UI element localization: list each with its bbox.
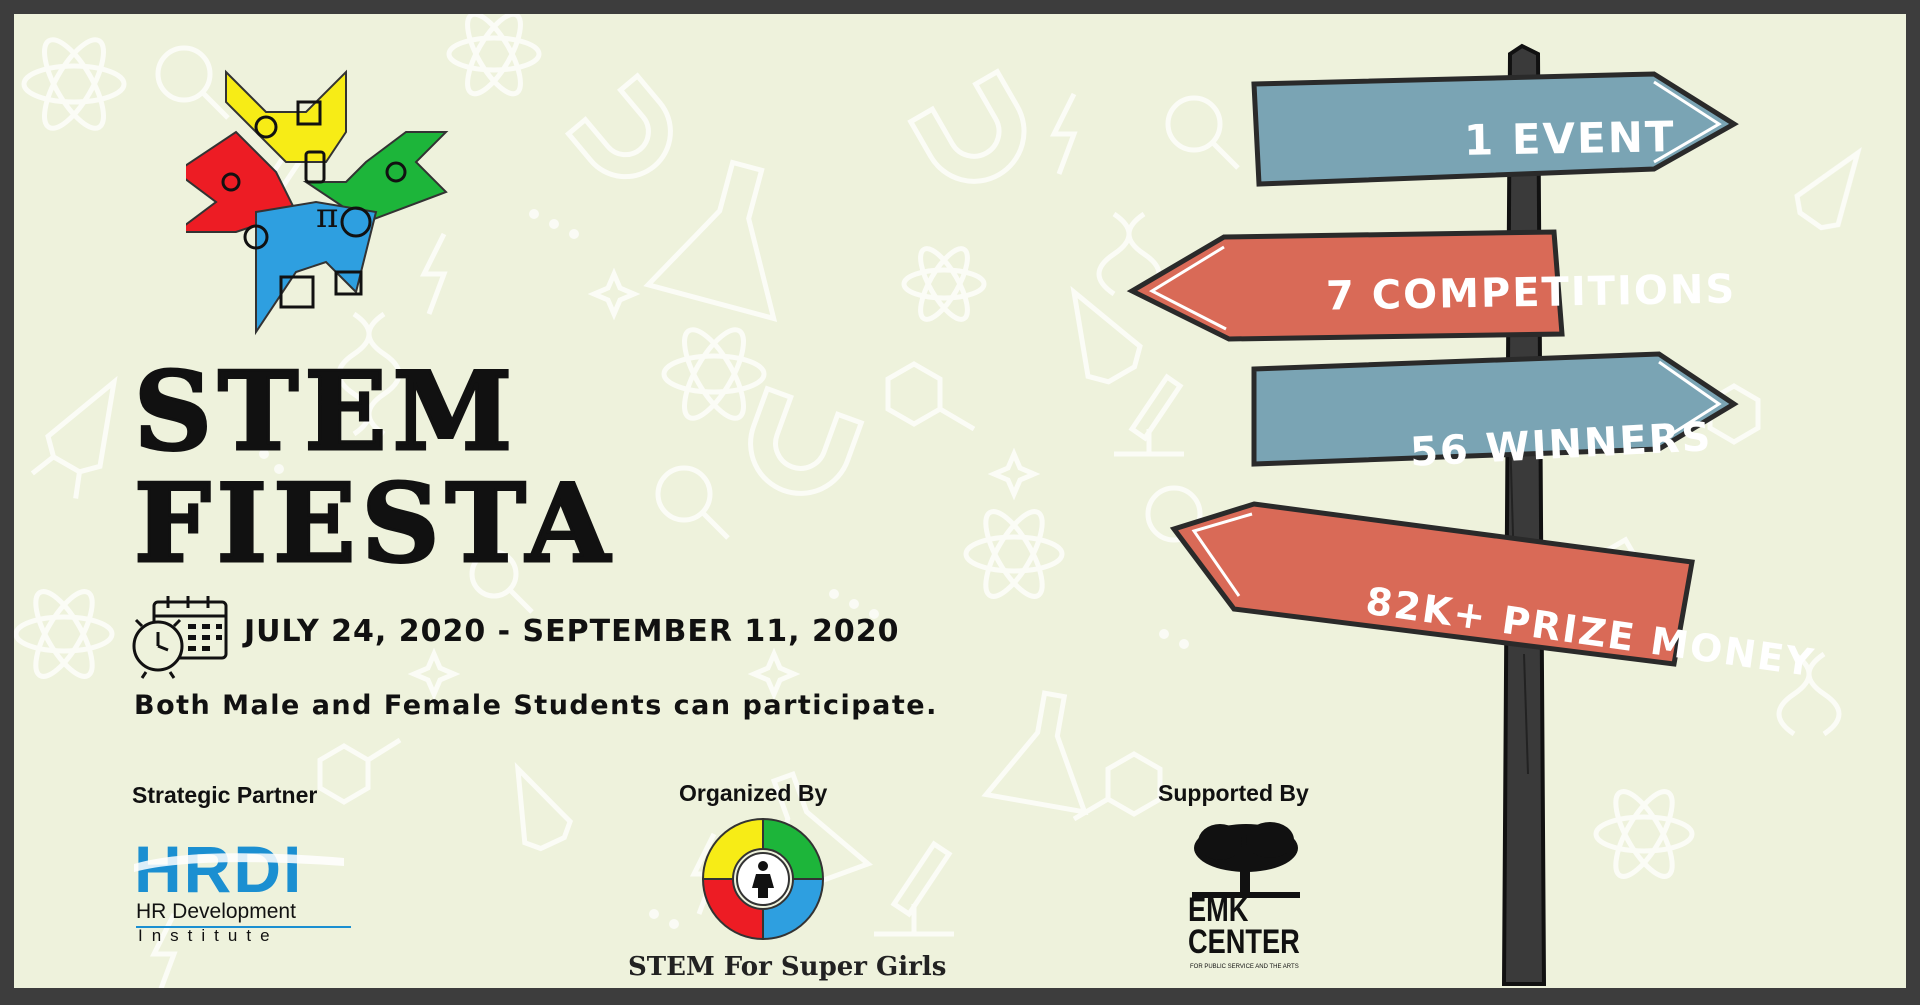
stem-for-super-girls-logo (701, 817, 825, 941)
strategic-partner-label: Strategic Partner (132, 782, 318, 808)
event-title: STEM FIESTA (133, 349, 616, 587)
hrdi-logo: HRDI (134, 834, 344, 898)
participation-note: Both Male and Female Students can partic… (134, 690, 938, 721)
signpost-pole (1501, 43, 1547, 986)
sign-1-board (1251, 71, 1739, 187)
stem-fiesta-logo: π (186, 69, 449, 336)
supported-by-label: Supported By (1158, 780, 1309, 806)
sign-3-board (1251, 351, 1739, 467)
organized-by-label: Organized By (679, 780, 828, 806)
science-pattern-background (14, 14, 1862, 988)
hrdi-divider (136, 926, 351, 928)
pi-icon: π (316, 196, 338, 236)
hrdi-line-1: HR Development (136, 900, 296, 923)
emk-line-1: EMK (1188, 891, 1249, 929)
emk-line-2: CENTER (1188, 923, 1300, 961)
event-date-range: JULY 24, 2020 - SEPTEMBER 11, 2020 (244, 614, 900, 649)
sign-2-board (1126, 229, 1565, 342)
hrdi-line-2: Institute (138, 926, 279, 945)
calendar-clock-icon (132, 596, 228, 679)
signpost (1126, 43, 1739, 986)
sign-2-text: 7 COMPETITIONS (1325, 266, 1737, 320)
sign-1-text: 1 EVENT (1463, 112, 1676, 165)
title-line-1: STEM (133, 349, 519, 475)
tree-icon (1192, 822, 1300, 898)
emk-center-name: EMK CENTER (1188, 891, 1300, 961)
sign-4-board (1169, 501, 1695, 667)
poster: π STEM FIESTA JULY 24, 2020 - SEPTEMBER … (14, 14, 1906, 988)
emk-tagline: FOR PUBLIC SERVICE AND THE ARTS (1190, 964, 1299, 970)
title-line-2: FIESTA (133, 461, 616, 587)
organizer-name: STEM For Super Girls (628, 952, 947, 982)
